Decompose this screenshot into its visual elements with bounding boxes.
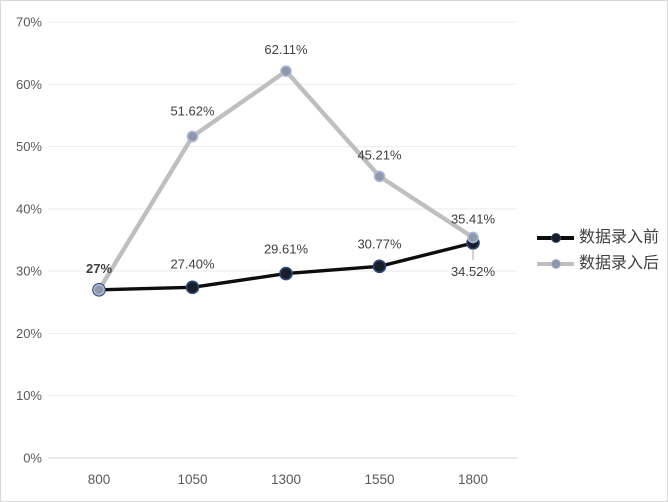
y-axis-label-40%: 40% xyxy=(16,201,42,216)
y-axis-label-20%: 20% xyxy=(16,326,42,341)
point-数据录入前-1300[interactable] xyxy=(279,266,293,281)
data-label-数据录入前-1300: 29.61% xyxy=(264,242,309,257)
point-数据录入后-800[interactable] xyxy=(93,284,105,296)
y-axis-label-60%: 60% xyxy=(16,77,42,92)
point-数据录入后-1300[interactable] xyxy=(280,65,292,77)
point-数据录入前-1550[interactable] xyxy=(372,259,387,274)
legend-label-before: 数据录入前 xyxy=(579,229,660,246)
data-label-数据录入前-1050: 27.40% xyxy=(170,256,215,271)
legend-item-series-before[interactable]: 数据录入前 xyxy=(537,225,659,251)
data-label-数据录入后-1550: 45.21% xyxy=(357,147,402,162)
point-数据录入后-1800[interactable] xyxy=(467,231,479,244)
legend-label-after: 数据录入后 xyxy=(579,255,660,272)
x-axis-label-1550: 1550 xyxy=(364,472,394,487)
x-axis-label-1800: 1800 xyxy=(458,472,488,487)
data-label-数据录入后-1050: 51.62% xyxy=(170,103,215,118)
chart-legend: 数据录入前 数据录入后 xyxy=(537,225,659,277)
x-axis-label-800: 800 xyxy=(88,472,111,487)
data-label-数据录入前-1800: 34.52% xyxy=(451,264,496,279)
point-数据录入后-1050[interactable] xyxy=(186,130,199,143)
legend-dot-after xyxy=(550,259,561,269)
y-axis-label-30%: 30% xyxy=(16,264,42,279)
data-label-数据录入后-1300: 62.11% xyxy=(264,42,308,57)
y-axis-label-10%: 10% xyxy=(16,388,42,403)
y-axis-label-0%: 0% xyxy=(23,451,42,466)
legend-item-series-after[interactable]: 数据录入后 xyxy=(537,251,659,277)
x-axis-label-1050: 1050 xyxy=(177,472,207,487)
legend-dot-before xyxy=(550,233,561,243)
data-label-数据录入后-1800: 35.41% xyxy=(451,211,496,226)
point-数据录入前-1050[interactable] xyxy=(185,280,200,295)
point-数据录入后-1550[interactable] xyxy=(373,170,386,183)
y-axis-label-50%: 50% xyxy=(16,139,42,154)
legend-line-dot-icon xyxy=(537,258,574,270)
data-label-数据录入前-800: 27% xyxy=(86,261,112,276)
legend-line-dot-icon xyxy=(537,232,574,244)
y-axis-label-70%: 70% xyxy=(16,15,42,30)
x-axis-label-1300: 1300 xyxy=(271,472,301,487)
data-label-数据录入前-1550: 30.77% xyxy=(357,236,402,251)
